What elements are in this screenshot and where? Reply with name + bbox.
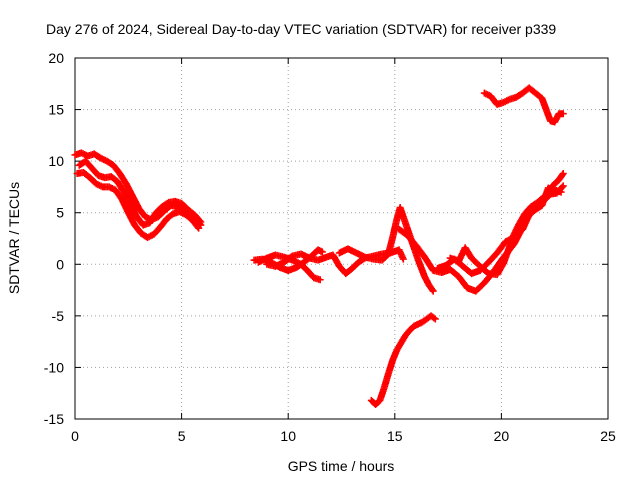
data-point [559, 170, 567, 178]
data-point [197, 218, 205, 226]
axis-ticks: 0 5 10 15 20 25 -15 -10 -5 0 5 10 15 20 [44, 50, 616, 444]
series-track-e [254, 251, 324, 284]
data-point [318, 248, 326, 256]
y-axis-label: SDTVAR / TECUs [6, 182, 22, 294]
data-point [431, 315, 439, 323]
data-point [196, 217, 204, 225]
grid-lines [75, 58, 608, 419]
data-point [558, 183, 566, 191]
x-tick-label: 10 [280, 428, 296, 444]
series-track-b [73, 168, 203, 241]
y-tick-label: 20 [48, 50, 64, 66]
data-point [194, 223, 202, 231]
data-point [430, 314, 438, 322]
y-tick-label: 5 [56, 205, 64, 221]
y-tick-label: 10 [48, 153, 64, 169]
data-point [559, 182, 567, 190]
x-tick-label: 5 [178, 428, 186, 444]
data-point [195, 224, 203, 232]
data-point [428, 286, 436, 294]
series-track-c [75, 157, 205, 229]
x-tick-label: 0 [71, 428, 79, 444]
data-point [558, 171, 566, 179]
x-tick-label: 20 [494, 428, 510, 444]
series-track-l [480, 84, 567, 126]
x-axis-label: GPS time / hours [288, 458, 395, 474]
data-marks [71, 84, 567, 409]
y-tick-label: 15 [48, 102, 64, 118]
x-tick-label: 25 [600, 428, 616, 444]
series-track-k [367, 312, 439, 409]
data-point [557, 188, 565, 196]
y-tick-label: -5 [52, 308, 65, 324]
data-point [559, 110, 567, 118]
chart-title: Day 276 of 2024, Sidereal Day-to-day VTE… [46, 21, 556, 37]
data-point [316, 276, 324, 284]
plot-frame [74, 57, 609, 420]
x-tick-label: 15 [387, 428, 403, 444]
data-point [429, 287, 437, 295]
y-tick-label: -15 [44, 411, 64, 427]
series-track-f [263, 246, 407, 278]
y-tick-label: 0 [56, 256, 64, 272]
y-tick-label: -10 [44, 359, 64, 375]
series-track-j [446, 184, 565, 279]
data-point [399, 255, 407, 263]
